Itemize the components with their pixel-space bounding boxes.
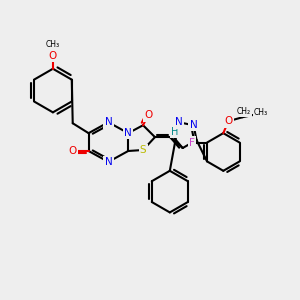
Text: O: O [69, 146, 77, 156]
Text: CH₂: CH₂ [237, 107, 251, 116]
Text: N: N [104, 157, 112, 167]
Text: O: O [224, 116, 232, 126]
Text: CH₃: CH₃ [46, 40, 60, 50]
Text: F: F [189, 138, 195, 148]
Text: N: N [190, 120, 197, 130]
Text: N: N [124, 128, 132, 138]
Text: S: S [140, 145, 146, 155]
Text: N: N [175, 117, 183, 127]
Text: O: O [144, 110, 152, 120]
Text: N: N [104, 117, 112, 127]
Text: CH₃: CH₃ [254, 108, 268, 117]
Text: H: H [171, 127, 178, 137]
Text: O: O [49, 51, 57, 61]
